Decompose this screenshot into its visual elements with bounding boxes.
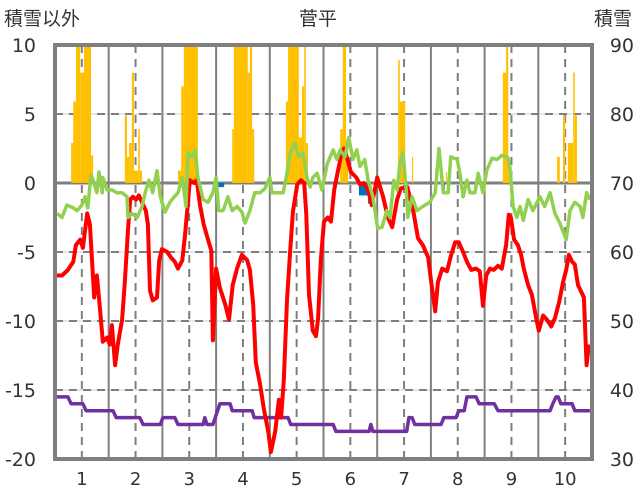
right-tick-label: 70 xyxy=(610,173,634,195)
orange-bar xyxy=(288,45,299,183)
left-tick-label: 0 xyxy=(24,173,36,195)
left-tick-label: -5 xyxy=(17,242,36,264)
x-tick-label: 5 xyxy=(291,469,302,490)
orange-bar xyxy=(131,72,134,183)
orange-bar xyxy=(302,86,305,183)
blue-bar xyxy=(218,183,225,188)
x-axis-ticks: 1 2 3 4 5 6 7 8 9 10 xyxy=(76,469,576,490)
right-tick-label: 40 xyxy=(610,380,634,402)
orange-bar xyxy=(298,137,303,183)
blue-bar xyxy=(358,183,369,196)
right-tick-label: 80 xyxy=(610,104,634,126)
orange-bar xyxy=(563,115,566,183)
orange-bar xyxy=(247,72,250,183)
orange-bar xyxy=(412,156,414,183)
right-tick-label: 50 xyxy=(610,311,634,333)
orange-bar xyxy=(126,156,130,183)
orange-bar xyxy=(232,129,234,183)
orange-bar xyxy=(305,142,308,183)
orange-bar xyxy=(124,115,127,183)
orange-bar xyxy=(574,115,577,183)
left-tick-label: -10 xyxy=(5,311,36,333)
orange-bar xyxy=(557,156,560,183)
x-tick-label: 1 xyxy=(76,469,87,490)
orange-bar xyxy=(249,45,253,183)
orange-bar xyxy=(506,45,509,183)
right-tick-label: 90 xyxy=(610,35,634,57)
orange-bar xyxy=(177,170,182,183)
orange-bar xyxy=(83,45,91,183)
x-tick-label: 7 xyxy=(398,469,409,490)
left-tick-label: -20 xyxy=(5,449,36,471)
left-axis-label: 積雪以外 xyxy=(4,8,80,30)
x-tick-label: 9 xyxy=(506,469,517,490)
x-tick-label: 3 xyxy=(184,469,195,490)
orange-bar xyxy=(342,45,347,183)
right-axis-ticks: 90 80 70 60 50 40 30 xyxy=(610,35,634,471)
orange-bar xyxy=(73,101,76,183)
orange-bar xyxy=(233,45,248,183)
orange-bar xyxy=(138,129,140,183)
purple-line xyxy=(55,395,590,434)
x-tick-label: 4 xyxy=(237,469,248,490)
orange-bar xyxy=(181,86,184,183)
left-tick-label: -15 xyxy=(5,380,36,402)
right-tick-label: 30 xyxy=(610,449,634,471)
orange-bar xyxy=(71,142,74,183)
orange-bar xyxy=(502,72,507,183)
orange-bar xyxy=(80,72,84,183)
left-tick-label: 5 xyxy=(24,104,36,126)
chart-title: 菅平 xyxy=(299,8,337,30)
x-tick-label: 2 xyxy=(130,469,141,490)
right-axis-label: 積雪 xyxy=(594,8,632,30)
orange-bar xyxy=(567,142,574,183)
orange-bar xyxy=(252,129,255,183)
left-axis-ticks: 10 5 0 -5 -10 -15 -20 xyxy=(5,35,36,471)
right-tick-label: 60 xyxy=(610,242,634,264)
orange-bar xyxy=(285,101,289,183)
red-line xyxy=(55,146,591,455)
orange-bar xyxy=(573,72,575,183)
orange-bar xyxy=(139,170,142,183)
left-tick-label: 10 xyxy=(12,35,36,57)
x-tick-label: 8 xyxy=(452,469,463,490)
orange-bar xyxy=(304,45,306,183)
x-tick-label: 10 xyxy=(554,469,577,490)
plot-frame xyxy=(53,43,594,461)
orange-bar xyxy=(75,45,81,183)
x-tick-label: 6 xyxy=(345,469,356,490)
gridlines xyxy=(55,45,592,459)
orange-bar xyxy=(133,170,139,183)
series-lines xyxy=(55,135,592,455)
orange-bar xyxy=(445,171,448,183)
orange-bar xyxy=(398,60,400,183)
orange-bar xyxy=(129,142,132,183)
green-line xyxy=(55,135,592,242)
orange-bar xyxy=(399,101,406,183)
orange-bar xyxy=(90,155,94,183)
